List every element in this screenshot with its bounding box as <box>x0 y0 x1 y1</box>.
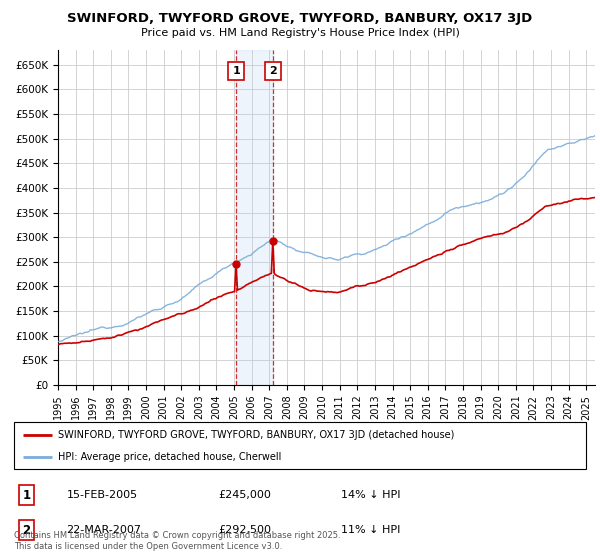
Text: 2: 2 <box>269 66 277 76</box>
Text: 1: 1 <box>23 489 31 502</box>
Text: Contains HM Land Registry data © Crown copyright and database right 2025.
This d: Contains HM Land Registry data © Crown c… <box>14 531 340 551</box>
Text: £292,500: £292,500 <box>218 525 271 535</box>
Text: 11% ↓ HPI: 11% ↓ HPI <box>341 525 400 535</box>
Text: Price paid vs. HM Land Registry's House Price Index (HPI): Price paid vs. HM Land Registry's House … <box>140 28 460 38</box>
Text: SWINFORD, TWYFORD GROVE, TWYFORD, BANBURY, OX17 3JD: SWINFORD, TWYFORD GROVE, TWYFORD, BANBUR… <box>67 12 533 25</box>
Text: 22-MAR-2007: 22-MAR-2007 <box>67 525 142 535</box>
Text: £245,000: £245,000 <box>218 491 271 501</box>
Text: 2: 2 <box>23 524 31 536</box>
Text: HPI: Average price, detached house, Cherwell: HPI: Average price, detached house, Cher… <box>58 452 281 463</box>
Text: 14% ↓ HPI: 14% ↓ HPI <box>341 491 400 501</box>
Text: SWINFORD, TWYFORD GROVE, TWYFORD, BANBURY, OX17 3JD (detached house): SWINFORD, TWYFORD GROVE, TWYFORD, BANBUR… <box>58 430 454 440</box>
Text: 1: 1 <box>232 66 240 76</box>
Bar <box>236 50 273 385</box>
Text: 15-FEB-2005: 15-FEB-2005 <box>67 491 137 501</box>
